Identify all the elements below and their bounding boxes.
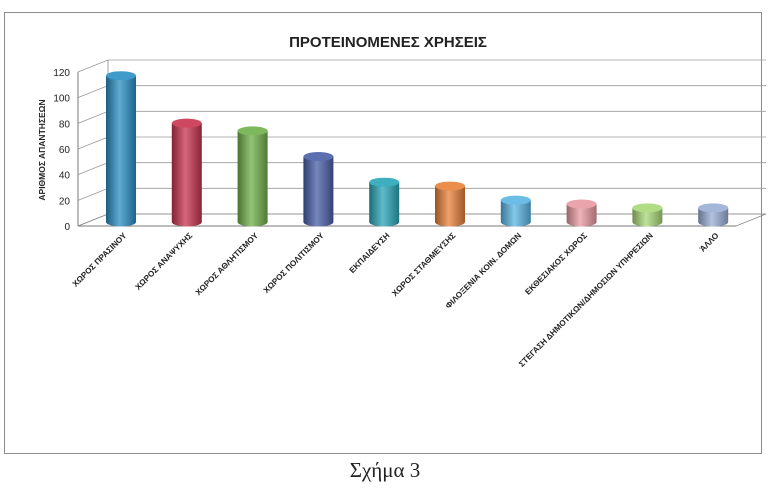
y-tick-label: 0 <box>64 222 70 233</box>
gridline-side <box>77 187 109 201</box>
bar-body <box>566 204 597 227</box>
y-tick-label: 80 <box>59 119 71 130</box>
gridline-side <box>77 110 109 124</box>
bar-top <box>566 199 597 209</box>
bar-top <box>171 118 202 128</box>
figure-caption: Σχήμα 3 <box>349 458 421 482</box>
bar-9 <box>632 203 663 227</box>
x-tick-label: ΧΩΡΟΣ ΑΝΑΨΥΧΗΣ <box>134 231 195 292</box>
y-tick-label: 100 <box>53 94 70 105</box>
x-tick-label: ΦΙΛΟΞΕΝΙΑ ΚΟΙΝ. ΔΟΜΩΝ <box>444 231 524 311</box>
bar-top <box>632 203 663 213</box>
bar-body <box>303 156 334 227</box>
gridline-side <box>77 162 109 176</box>
gridline-side <box>77 85 109 99</box>
bar-top <box>698 203 729 213</box>
gridline-side <box>77 136 109 150</box>
x-tick-label: ΧΩΡΟΣ ΑΘΛΗΤΙΣΜΟΥ <box>194 231 261 298</box>
x-tick-label: ΕΚΠΑΙΔΕΥΣΗ <box>348 231 392 275</box>
bar-7 <box>500 195 531 227</box>
x-tick-label: ΆΛΛΟ <box>698 231 721 254</box>
y-tick-label: 120 <box>53 68 70 79</box>
labels: ΧΩΡΟΣ ΠΡΑΣΙΝΟΥ ΧΩΡΟΣ ΑΝΑΨΥΧΗΣ ΧΩΡΟΣ ΑΘΛΗΤΙ… <box>71 231 721 369</box>
y-tick-label: 20 <box>59 196 71 207</box>
bar-body <box>106 75 136 227</box>
bars <box>106 71 729 227</box>
bar-2 <box>171 118 202 227</box>
bar-5 <box>369 177 400 227</box>
x-tick-label: ΧΩΡΟΣ ΣΤΑΘΜΕΥΣΗΣ <box>390 231 457 298</box>
x-tick-label: ΕΚΘΕΣΙΑΚΟΣ ΧΩΡΟΣ <box>523 231 589 297</box>
y-tick-label: 40 <box>59 171 71 182</box>
bar-body <box>632 207 663 227</box>
chart-title: ΠΡΟΤΕΙΝΟΜΕΝΕΣ ΧΡΗΣΕΙΣ <box>289 34 487 51</box>
bar-10 <box>698 203 729 227</box>
bar-top <box>435 181 465 191</box>
bar-4 <box>303 152 334 227</box>
bar-top <box>106 71 136 81</box>
gridline-side <box>77 59 109 73</box>
bar-6 <box>435 181 465 227</box>
y-tick-label: 60 <box>59 145 71 156</box>
bar-body <box>237 130 268 227</box>
bar-1 <box>106 71 136 227</box>
bar-body <box>500 200 531 227</box>
y-axis-label: ΑΡΙΘΜΟΣ ΑΠΑΝΤΗΣΕΩΝ <box>37 99 47 200</box>
x-tick-label: ΧΩΡΟΣ ΠΟΛΙΤΙΣΜΟΥ <box>262 231 326 295</box>
bar-body <box>171 123 202 227</box>
bar-8 <box>566 199 597 227</box>
bar-body <box>698 207 729 227</box>
bar-3 <box>237 126 268 227</box>
bar-top <box>237 126 268 136</box>
bar-top <box>500 195 531 205</box>
bar-top <box>303 152 334 162</box>
bar-body <box>435 186 465 227</box>
x-tick-label: ΣΤΕΓΑΣΗ ΔΗΜΟΤΙΚΩΝ/ΔΗΜΟΣΙΩΝ ΥΠΗΡΕΣΙΩΝ <box>517 231 655 369</box>
x-tick-label: ΧΩΡΟΣ ΠΡΑΣΙΝΟΥ <box>71 231 129 289</box>
bar-top <box>369 177 400 187</box>
bar-body <box>369 182 400 227</box>
